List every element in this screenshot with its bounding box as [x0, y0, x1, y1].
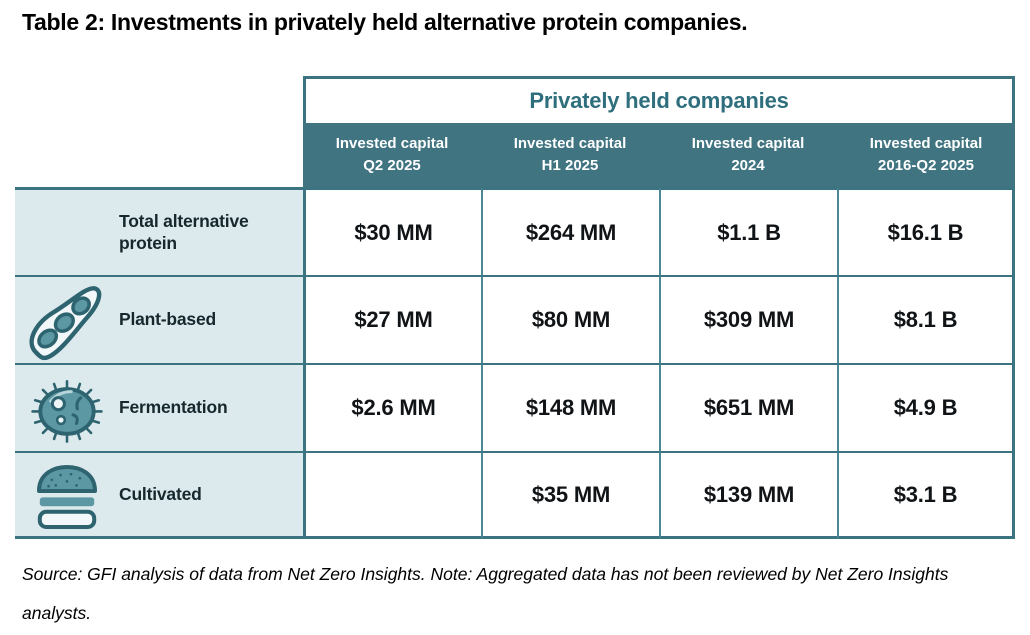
- group-header: Privately held companies: [303, 76, 1015, 123]
- column-header-line2: Q2 2025: [363, 157, 421, 174]
- data-cell: [303, 451, 481, 539]
- column-header-line1: Invested capital: [691, 135, 805, 153]
- data-cell: $139 MM: [659, 451, 837, 539]
- table-corner-spacer: [15, 123, 303, 187]
- data-cell: $651 MM: [659, 363, 837, 451]
- data-cell: $2.6 MM: [303, 363, 481, 451]
- page-title: Table 2: Investments in privately held a…: [22, 9, 748, 35]
- row-header-total-alternative-protein: Total alternative protein: [15, 187, 303, 275]
- data-cell: $16.1 B: [837, 187, 1015, 275]
- row-label: Total alternative protein: [119, 210, 249, 253]
- soybean-pod-icon: [23, 276, 111, 364]
- source-note: Source: GFI analysis of data from Net Ze…: [22, 564, 949, 623]
- data-cell: $8.1 B: [837, 275, 1015, 363]
- row-header-fermentation: Fermentation: [15, 363, 303, 451]
- data-cell: $148 MM: [481, 363, 659, 451]
- column-header-2024: Invested capital 2024: [659, 123, 837, 187]
- data-cell: $309 MM: [659, 275, 837, 363]
- data-cell: $27 MM: [303, 275, 481, 363]
- column-header-line2: H1 2025: [541, 157, 599, 174]
- column-header-h1-2025: Invested capital H1 2025: [481, 123, 659, 187]
- column-header-2016-q2-2025: Invested capital 2016-Q2 2025: [837, 123, 1015, 187]
- data-cell: $1.1 B: [659, 187, 837, 275]
- column-header-line2: 2016-Q2 2025: [878, 157, 974, 174]
- column-header-line1: Invested capital: [335, 135, 449, 153]
- row-label: Fermentation: [119, 397, 228, 418]
- row-label: Cultivated: [119, 483, 202, 504]
- data-cell: $30 MM: [303, 187, 481, 275]
- data-cell: $35 MM: [481, 451, 659, 539]
- data-cell: $3.1 B: [837, 451, 1015, 539]
- microbe-icon: [24, 365, 110, 451]
- data-cell: $80 MM: [481, 275, 659, 363]
- icon-slot: [15, 276, 119, 364]
- data-cell: $264 MM: [481, 187, 659, 275]
- row-label: Plant-based: [119, 309, 216, 330]
- icon-slot: [15, 455, 119, 535]
- row-header-cultivated: Cultivated: [15, 451, 303, 539]
- burger-icon: [27, 455, 107, 535]
- column-header-line2: 2024: [731, 157, 765, 174]
- investments-table: Privately held companies Invested capita…: [15, 76, 1016, 539]
- column-header-line1: Invested capital: [513, 135, 627, 153]
- icon-slot: [15, 365, 119, 451]
- column-header-line1: Invested capital: [869, 135, 983, 153]
- column-header-q2-2025: Invested capital Q2 2025: [303, 123, 481, 187]
- table-corner-spacer: [15, 76, 303, 123]
- data-cell: $4.9 B: [837, 363, 1015, 451]
- row-header-plant-based: Plant-based: [15, 275, 303, 363]
